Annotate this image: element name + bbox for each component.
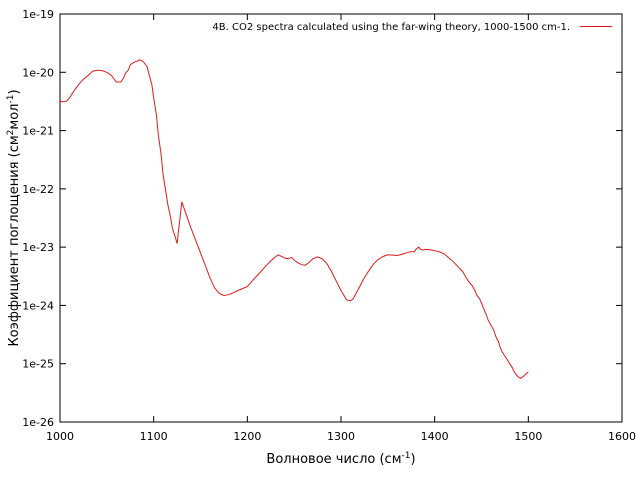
legend: 4B. CO2 spectra calculated using the far… [212,22,612,33]
series-line [59,59,529,379]
x-axis-title: Волновое число (см-1) [266,451,415,467]
y-axis: 1e-26 1e-25 1e-24 1e-23 1e-22 1e-21 1e-20 1e-19 [22,8,622,429]
x-tick-label: 1500 [514,430,542,443]
y-tick-label: 1e-23 [22,241,54,254]
plot-frame [59,13,623,423]
x-tick-label: 1600 [608,430,636,443]
y-axis-title: Коэффициент поглощения (см2мол-1) [6,89,22,346]
legend-label: 4B. CO2 spectra calculated using the far… [212,22,570,33]
series-layer [59,59,529,379]
x-tick-label: 1300 [327,430,355,443]
y-tick-label: 1e-20 [22,66,54,79]
y-tick-label: 1e-22 [22,183,54,196]
y-tick-label: 1e-26 [22,416,54,429]
x-tick-label: 1400 [421,430,449,443]
x-tick-label: 1100 [140,430,168,443]
y-tick-label: 1e-21 [22,125,54,138]
y-tick-label: 1e-24 [22,299,54,312]
x-tick-label: 1200 [233,430,261,443]
x-axis: 1000 1100 1200 1300 1400 1500 1600 [46,14,636,443]
x-tick-label: 1000 [46,430,74,443]
y-tick-label: 1e-25 [22,358,54,371]
y-tick-label: 1e-19 [22,8,54,21]
